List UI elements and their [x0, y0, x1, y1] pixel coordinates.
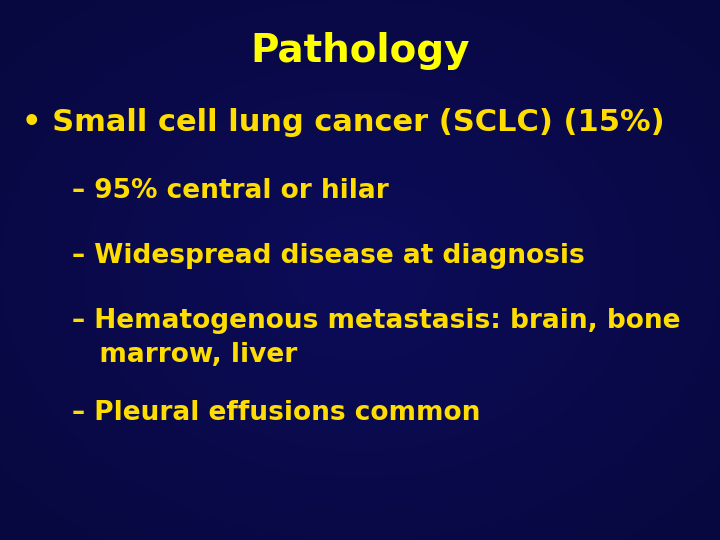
Text: – Widespread disease at diagnosis: – Widespread disease at diagnosis — [72, 243, 585, 269]
Text: – Hematogenous metastasis: brain, bone
   marrow, liver: – Hematogenous metastasis: brain, bone m… — [72, 308, 680, 368]
Text: • Small cell lung cancer (SCLC) (15%): • Small cell lung cancer (SCLC) (15%) — [22, 108, 665, 137]
Text: Pathology: Pathology — [251, 32, 469, 70]
Text: – 95% central or hilar: – 95% central or hilar — [72, 178, 389, 204]
Text: – Pleural effusions common: – Pleural effusions common — [72, 400, 480, 426]
